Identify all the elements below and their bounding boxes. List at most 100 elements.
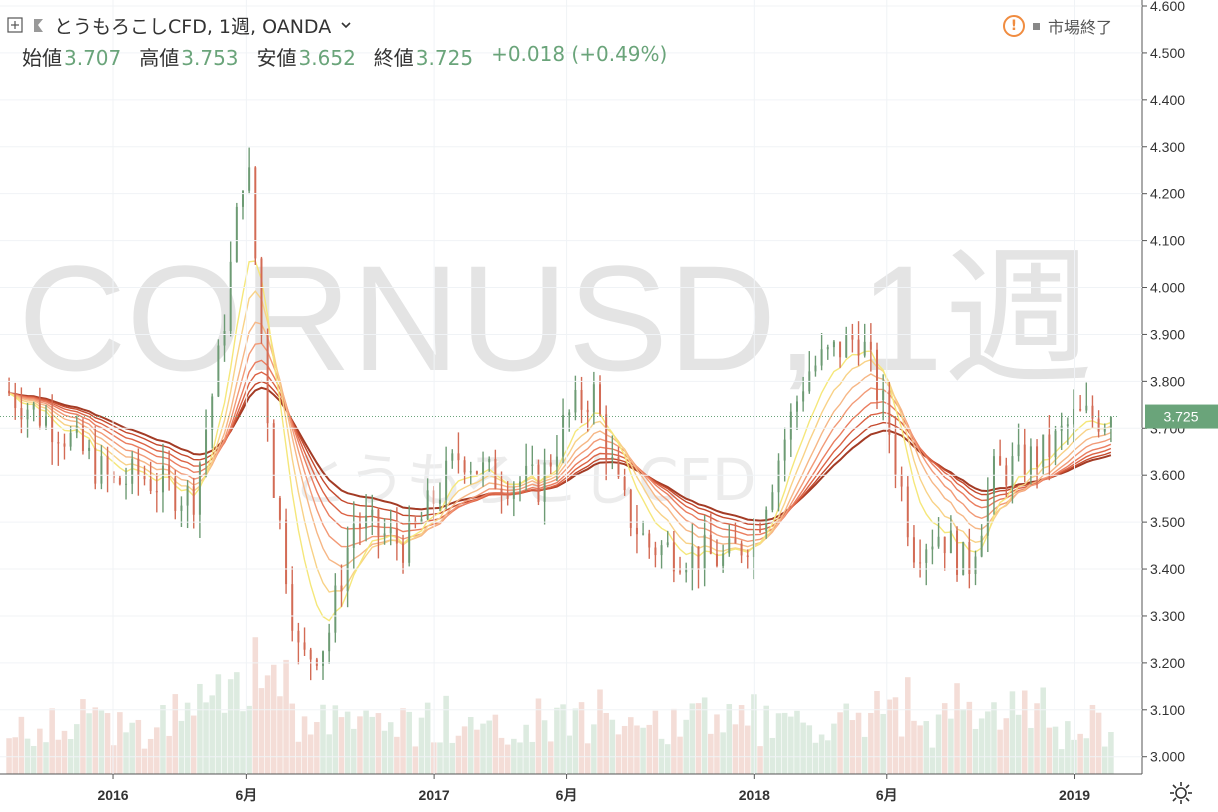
candle-body (94, 447, 97, 484)
candle-body (278, 497, 281, 520)
candle-body (1029, 446, 1032, 476)
volume-bar (554, 707, 560, 774)
volume-bar (172, 694, 179, 774)
y-tick-label: 3.300 (1150, 608, 1185, 624)
candle-body (408, 520, 411, 563)
candle-body (691, 546, 694, 570)
volume-bar (1052, 726, 1059, 774)
volume-bar (166, 735, 172, 774)
volume-bar (178, 720, 185, 774)
candle-body (8, 390, 11, 394)
candle-body (1036, 446, 1039, 467)
candle-body (45, 416, 48, 426)
y-tick-label: 4.500 (1150, 45, 1185, 61)
volume-bar (197, 683, 203, 774)
volume-bar (1058, 749, 1065, 774)
volume-bar (1046, 727, 1053, 774)
volume-bar (671, 708, 677, 774)
candle-body (1042, 434, 1045, 467)
candle-body (1109, 416, 1112, 428)
volume-bar (905, 677, 911, 774)
volume-bar (18, 716, 25, 774)
volume-bar (283, 659, 289, 774)
candle-body (217, 345, 220, 397)
chevron-down-icon[interactable] (337, 16, 355, 34)
volume-bar (474, 729, 480, 774)
candle-body (956, 530, 959, 575)
candle-body (1023, 444, 1026, 476)
x-tick-label: 2016 (97, 787, 128, 803)
volume-bar (160, 705, 166, 774)
volume-bar (357, 716, 363, 774)
volume-bar (923, 721, 930, 774)
candle-body (654, 547, 657, 556)
candle-body (297, 630, 300, 643)
candle-body (229, 261, 232, 332)
volume-bar (794, 710, 800, 774)
candle-body (322, 651, 325, 666)
volume-bar (332, 705, 339, 774)
candle-body (334, 585, 337, 633)
volume-bar (264, 675, 271, 774)
volume-bar (584, 743, 591, 774)
y-tick-label: 4.300 (1150, 139, 1185, 155)
warning-icon[interactable]: ! (1003, 15, 1025, 37)
volume-bar (652, 710, 659, 774)
candle-body (715, 553, 718, 566)
candle-body (894, 434, 897, 475)
candle-body (642, 533, 645, 535)
candle-body (303, 642, 306, 650)
volume-bar (326, 734, 332, 774)
volume-bar (843, 703, 850, 774)
candle-body (402, 543, 405, 563)
candle-body (863, 341, 866, 356)
candle-body (57, 442, 60, 444)
volume-bar (215, 674, 222, 774)
volume-bar (344, 711, 351, 774)
y-tick-label: 3.200 (1150, 655, 1185, 671)
candle-body (562, 415, 565, 457)
flag-icon[interactable] (30, 16, 48, 34)
candle-body (469, 471, 472, 473)
candle-body (180, 505, 183, 511)
candle-body (463, 460, 466, 473)
candle-body (777, 460, 780, 493)
volume-bar (498, 737, 505, 774)
candle-body (912, 537, 915, 563)
candle-body (451, 453, 454, 461)
candle-body (137, 458, 140, 477)
volume-bar (535, 698, 542, 774)
ribbon-line (8, 371, 1112, 531)
settings-gear-icon[interactable] (1168, 780, 1194, 806)
candle-body (605, 414, 608, 459)
volume-bar (818, 734, 825, 774)
candle-body (629, 490, 632, 528)
volume-bar (615, 734, 622, 774)
volume-bar (190, 715, 197, 774)
volume-bar (37, 728, 43, 774)
close-field: 終値 3.725 (374, 42, 473, 71)
candle-body (943, 536, 946, 554)
candle-body (968, 542, 971, 574)
volume-bar (529, 741, 536, 774)
high-value: 3.753 (181, 46, 239, 70)
open-field: 始値 3.707 (22, 42, 121, 71)
expand-icon[interactable] (6, 16, 24, 34)
volume-bar (744, 725, 751, 774)
volume-bar (467, 717, 474, 774)
volume-bar (769, 737, 776, 774)
volume-bar (646, 724, 653, 774)
volume-bar (480, 723, 486, 774)
volume-bar (338, 717, 345, 774)
volume-bar (277, 696, 283, 774)
symbol-title[interactable]: とうもろこしCFD, 1週, OANDA (54, 15, 332, 38)
volume-bar (689, 703, 696, 774)
candle-body (919, 562, 922, 564)
volume-bar (683, 719, 689, 774)
volume-bar (246, 705, 252, 774)
candle-body (1079, 408, 1082, 411)
candle-body (746, 555, 749, 558)
candle-body (475, 471, 478, 474)
volume-bar (258, 688, 265, 774)
